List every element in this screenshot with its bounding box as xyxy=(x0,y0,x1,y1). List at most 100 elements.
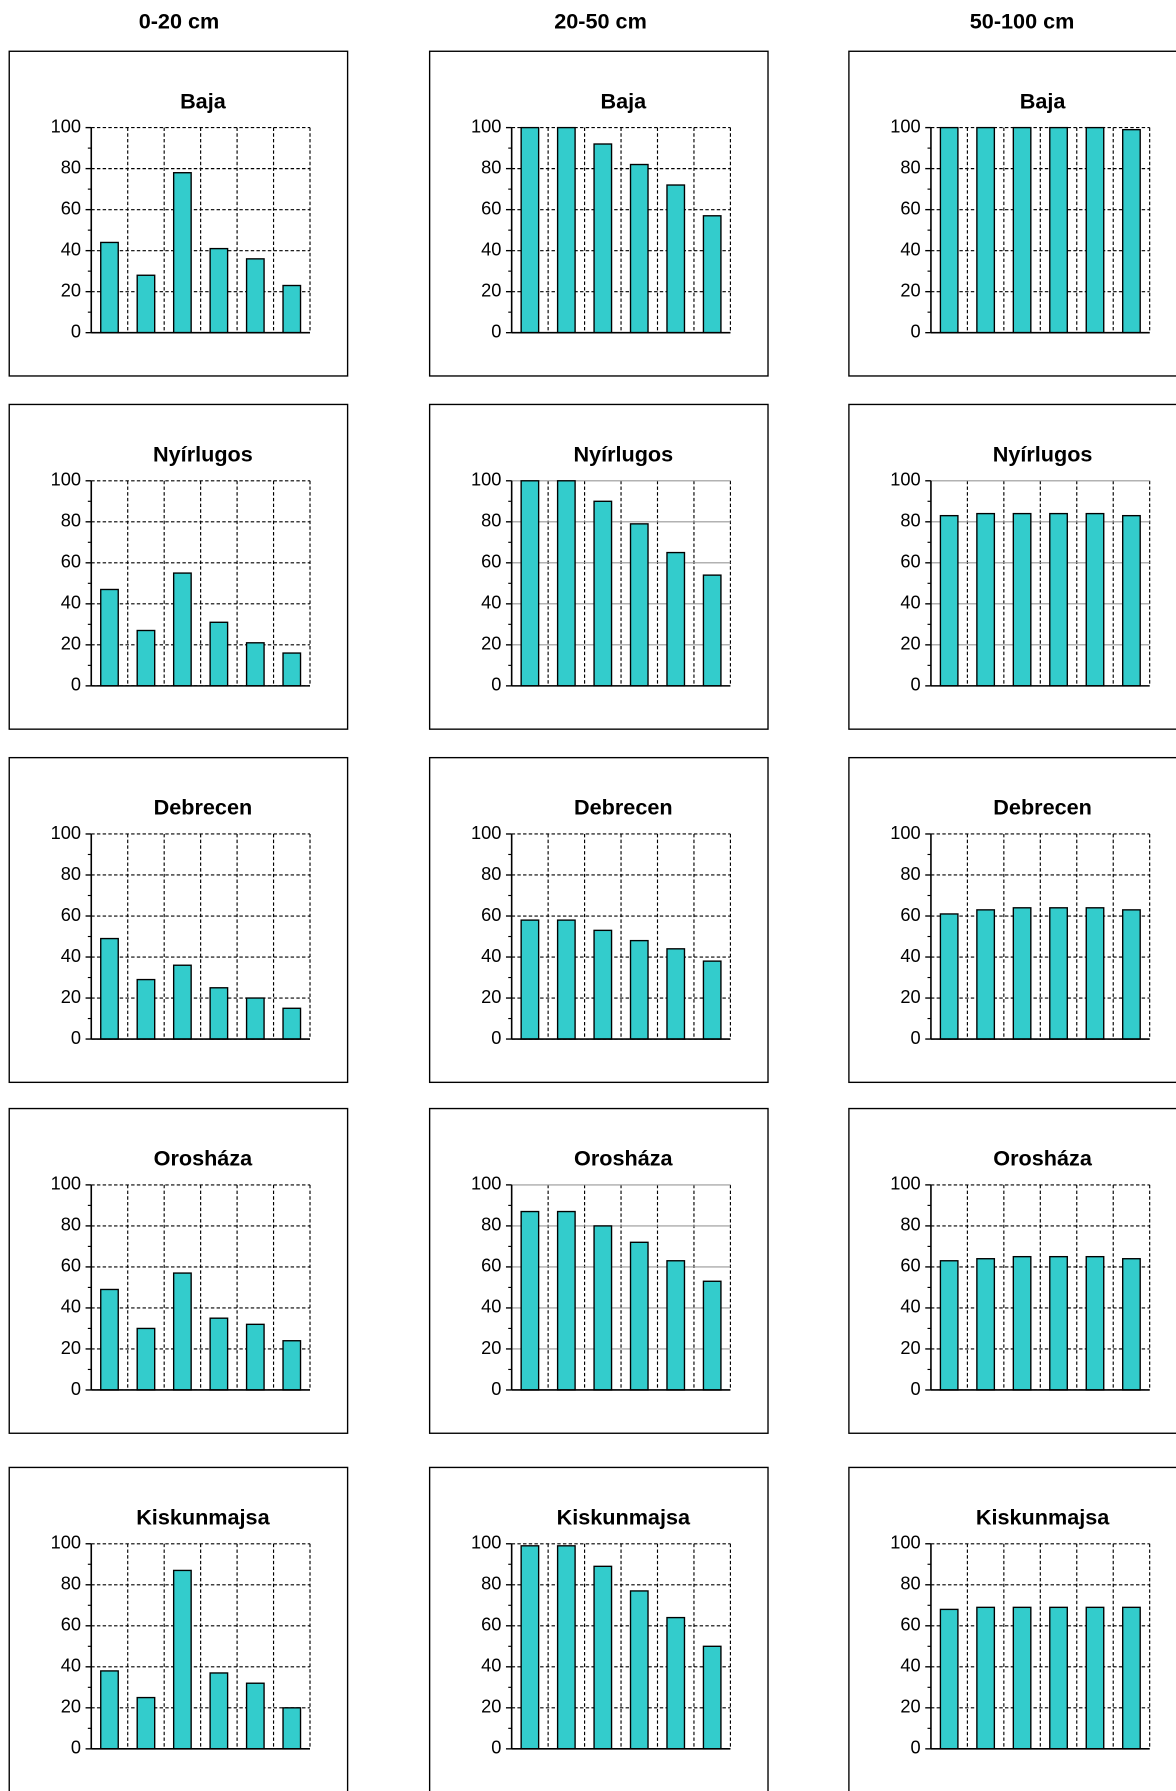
y-tick-label: 80 xyxy=(61,511,81,531)
y-tick-label: 100 xyxy=(51,823,81,843)
chart-title: Kiskunmajsa xyxy=(557,1504,691,1529)
y-tick-label: 0 xyxy=(491,321,501,341)
bar xyxy=(282,1340,302,1391)
chart-panel: Nyírlugos 0 20 40 60 80 100 xyxy=(8,403,349,730)
bar xyxy=(556,126,576,334)
chart-title: Orosháza xyxy=(154,1146,254,1171)
bar xyxy=(629,939,649,1040)
bar xyxy=(172,1272,192,1391)
bar xyxy=(976,1606,996,1750)
bar xyxy=(1012,1606,1032,1750)
y-tick-label: 20 xyxy=(481,634,501,654)
y-tick-label: 0 xyxy=(911,1028,921,1048)
bar xyxy=(1049,126,1068,334)
chart-title: Kiskunmajsa xyxy=(976,1504,1110,1529)
bar xyxy=(520,1210,540,1391)
bar xyxy=(1012,512,1032,687)
y-tick-label: 0 xyxy=(491,675,501,695)
y-tick-label: 100 xyxy=(471,823,501,843)
bar xyxy=(172,964,192,1040)
bar xyxy=(1012,126,1032,334)
y-tick-label: 20 xyxy=(900,1338,920,1358)
panel-frame xyxy=(848,1466,1176,1791)
bar xyxy=(1122,1258,1141,1391)
y-tick-label: 40 xyxy=(61,593,81,613)
bar xyxy=(282,1707,302,1750)
y-tick-label: 0 xyxy=(491,1379,501,1399)
bar xyxy=(1122,909,1141,1040)
y-tick-label: 60 xyxy=(900,552,920,572)
chart-panel: Nyírlugos 0 20 40 60 80 100 xyxy=(848,403,1176,730)
y-tick-label: 100 xyxy=(471,116,501,136)
chart-title: Baja xyxy=(600,88,647,113)
y-tick-label: 20 xyxy=(61,1338,81,1358)
chart-title: Nyírlugos xyxy=(153,441,253,466)
bar xyxy=(245,1682,265,1750)
bar xyxy=(939,514,959,687)
bar xyxy=(629,1241,649,1391)
bar xyxy=(209,247,229,334)
chart-title: Orosháza xyxy=(574,1146,674,1171)
bar xyxy=(1085,512,1105,687)
y-tick-label: 20 xyxy=(900,634,920,654)
bar xyxy=(593,143,613,334)
bar xyxy=(282,652,302,687)
y-tick-label: 100 xyxy=(890,823,920,843)
y-tick-label: 60 xyxy=(61,552,81,572)
bar xyxy=(1122,128,1141,334)
y-tick-label: 80 xyxy=(61,157,81,177)
bar xyxy=(1049,907,1068,1040)
chart-panel: Kiskunmajsa 0 20 40 60 80 100 xyxy=(428,1466,769,1791)
bar xyxy=(245,642,265,687)
bar xyxy=(702,1645,722,1750)
y-tick-label: 60 xyxy=(61,905,81,925)
y-tick-label: 20 xyxy=(61,987,81,1007)
bar xyxy=(976,126,996,334)
y-tick-label: 60 xyxy=(481,905,501,925)
y-tick-label: 80 xyxy=(900,1215,920,1235)
bar xyxy=(666,1616,686,1750)
y-tick-label: 20 xyxy=(481,280,501,300)
bar xyxy=(136,1327,156,1391)
bar xyxy=(1012,1255,1032,1391)
bar xyxy=(172,572,192,687)
y-tick-label: 80 xyxy=(481,1215,501,1235)
column-header: 0-20 cm xyxy=(139,9,220,34)
bar xyxy=(282,284,302,334)
y-tick-label: 60 xyxy=(61,198,81,218)
y-tick-label: 0 xyxy=(71,1379,81,1399)
chart-title: Kiskunmajsa xyxy=(136,1504,270,1529)
chart-panel: Debrecen 0 20 40 60 80 100 xyxy=(848,756,1176,1084)
bar xyxy=(1049,1606,1068,1750)
chart-title: Orosháza xyxy=(993,1146,1093,1171)
y-tick-label: 80 xyxy=(481,157,501,177)
y-tick-label: 100 xyxy=(890,470,920,490)
bar xyxy=(666,184,686,334)
bar xyxy=(593,500,613,687)
chart-panel: Orosháza 0 20 40 60 80 100 xyxy=(428,1107,769,1434)
y-tick-label: 60 xyxy=(900,905,920,925)
y-tick-label: 20 xyxy=(481,987,501,1007)
bar xyxy=(209,1317,229,1391)
y-tick-label: 100 xyxy=(51,116,81,136)
panel-frame xyxy=(848,756,1176,1084)
column-header: 50-100 cm xyxy=(970,9,1075,34)
y-tick-label: 40 xyxy=(900,1297,920,1317)
bar xyxy=(1049,512,1068,687)
y-tick-label: 40 xyxy=(481,239,501,259)
bar xyxy=(939,913,959,1040)
y-tick-label: 60 xyxy=(61,1615,81,1635)
bar xyxy=(100,1670,119,1750)
bar xyxy=(1122,1606,1141,1750)
bar xyxy=(520,1545,540,1750)
y-tick-label: 100 xyxy=(890,1174,920,1194)
chart-panel: Debrecen 0 20 40 60 80 100 xyxy=(428,756,769,1084)
y-tick-label: 100 xyxy=(890,1533,920,1553)
y-tick-label: 80 xyxy=(481,1574,501,1594)
y-tick-label: 20 xyxy=(61,280,81,300)
bar xyxy=(1012,907,1032,1040)
y-tick-label: 80 xyxy=(900,864,920,884)
y-tick-label: 0 xyxy=(491,1738,501,1758)
bar xyxy=(556,1210,576,1391)
y-tick-label: 60 xyxy=(61,1256,81,1276)
